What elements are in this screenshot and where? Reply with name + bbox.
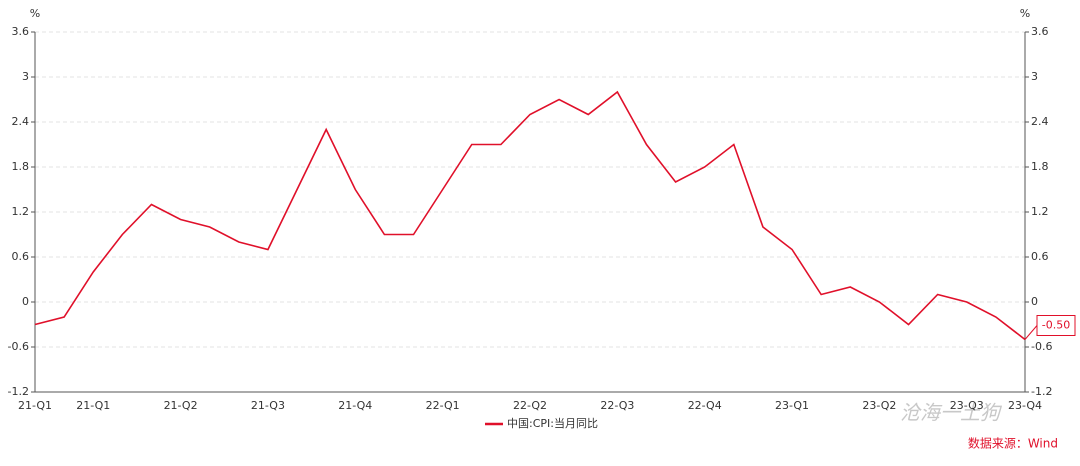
x-tick-label: 23-Q2 (862, 399, 896, 412)
label-connector (1024, 325, 1038, 340)
label-box (1036, 315, 1076, 336)
y-tick-label: 3.6 (12, 25, 30, 38)
y2-unit: % (1020, 7, 1030, 20)
x-tick-label: 21-Q2 (164, 399, 198, 412)
y-tick-label: -0.6 (8, 340, 29, 353)
x-tick-label: 23-Q4 (1008, 399, 1042, 412)
y2-tick-label: 1.2 (1031, 205, 1049, 218)
watermark: 沧海一土狗 (900, 401, 1003, 425)
y-tick-label: 1.2 (12, 205, 30, 218)
y2-tick-label: -0.6 (1031, 340, 1052, 353)
y-tick-label: 1.8 (12, 160, 30, 173)
x-tick-label: 21-Q1 (18, 399, 52, 412)
y2-tick-label: -1.2 (1031, 385, 1052, 398)
y2-tick-label: 0 (1031, 295, 1038, 308)
y2-tick-label: 1.8 (1031, 160, 1049, 173)
source: 数据来源：Wind (968, 436, 1058, 451)
y-tick-label: 2.4 (12, 115, 30, 128)
y-tick-label: -1.2 (8, 385, 29, 398)
y2-tick-label: 3.6 (1031, 25, 1049, 38)
x-tick-label: 21-Q3 (251, 399, 285, 412)
y2-tick-label: 0.6 (1031, 250, 1049, 263)
x-tick-label: 23-Q1 (775, 399, 809, 412)
x-tick-label: 21-Q1 (76, 399, 110, 412)
x-tick-label: 21-Q4 (338, 399, 372, 412)
y-tick-label: 3 (22, 70, 29, 83)
x-tick-label: 22-Q3 (600, 399, 634, 412)
y2-tick-label: 2.4 (1031, 115, 1049, 128)
series-line (34, 90, 1026, 341)
x-tick-label: 22-Q4 (688, 399, 722, 412)
y-tick-label: 0 (22, 295, 29, 308)
value-label: -0.50 (1042, 319, 1070, 332)
y-tick-label: 0.6 (12, 250, 30, 263)
y-unit: % (30, 7, 40, 20)
x-tick-label: 22-Q1 (426, 399, 460, 412)
x-tick-label: 23-Q3 (950, 399, 984, 412)
y2-tick-label: 3 (1031, 70, 1038, 83)
legend-label: 中国:CPI:当月同比 (507, 416, 598, 430)
x-tick-label: 22-Q2 (513, 399, 547, 412)
